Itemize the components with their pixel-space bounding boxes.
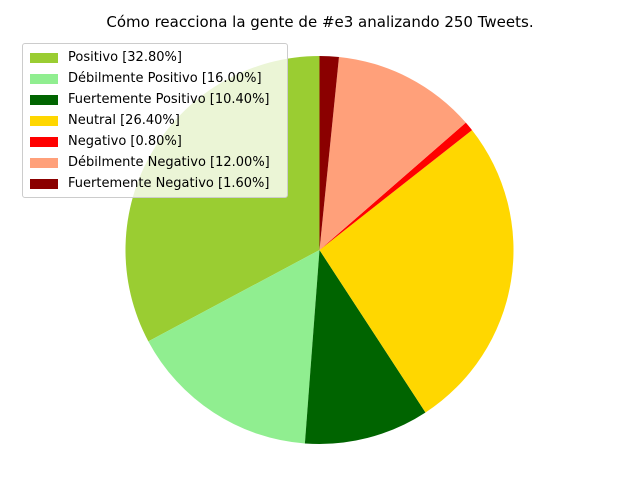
pie-slice-1 (148, 250, 320, 444)
legend-label: Fuertemente Negativo [1.60%] (68, 176, 270, 191)
legend-item-4: Negativo [0.80%] (23, 131, 287, 152)
legend-swatch (30, 157, 58, 168)
legend-label: Negativo [0.80%] (68, 134, 182, 149)
legend-swatch (30, 136, 58, 147)
legend-label: Neutral [26.40%] (68, 113, 180, 128)
legend-item-0: Positivo [32.80%] (23, 47, 287, 68)
legend-swatch (30, 94, 58, 105)
legend-item-3: Neutral [26.40%] (23, 110, 287, 131)
legend-item-5: Débilmente Negativo [12.00%] (23, 152, 287, 173)
legend-label: Débilmente Negativo [12.00%] (68, 155, 270, 170)
legend-swatch (30, 115, 58, 126)
legend-item-2: Fuertemente Positivo [10.40%] (23, 89, 287, 110)
legend-swatch (30, 73, 58, 84)
legend-label: Positivo [32.80%] (68, 50, 182, 65)
legend-label: Débilmente Positivo [16.00%] (68, 71, 262, 86)
legend-swatch (30, 52, 58, 63)
legend: Positivo [32.80%] Débilmente Positivo [16… (22, 43, 288, 198)
legend-label: Fuertemente Positivo [10.40%] (68, 92, 270, 107)
pie-slice-3 (319, 130, 514, 413)
legend-item-6: Fuertemente Negativo [1.60%] (23, 173, 287, 194)
pie-slice-5 (319, 56, 466, 250)
legend-item-1: Débilmente Positivo [16.00%] (23, 68, 287, 89)
pie-slice-6 (319, 56, 339, 250)
pie-slice-4 (319, 122, 473, 250)
chart-title: Cómo reacciona la gente de #e3 analizand… (106, 13, 534, 31)
pie-slice-2 (304, 250, 426, 444)
legend-swatch (30, 178, 58, 189)
